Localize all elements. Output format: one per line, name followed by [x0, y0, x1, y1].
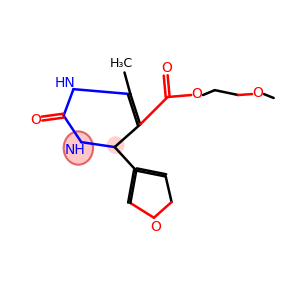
Text: O: O [31, 112, 42, 127]
Text: O: O [151, 220, 161, 234]
Text: HN: HN [54, 76, 75, 90]
Ellipse shape [107, 136, 124, 154]
Text: O: O [161, 61, 172, 75]
Text: NH: NH [65, 143, 86, 157]
Ellipse shape [64, 131, 93, 165]
Text: O: O [253, 86, 263, 100]
Text: O: O [192, 87, 203, 101]
Text: H₃C: H₃C [110, 57, 133, 70]
